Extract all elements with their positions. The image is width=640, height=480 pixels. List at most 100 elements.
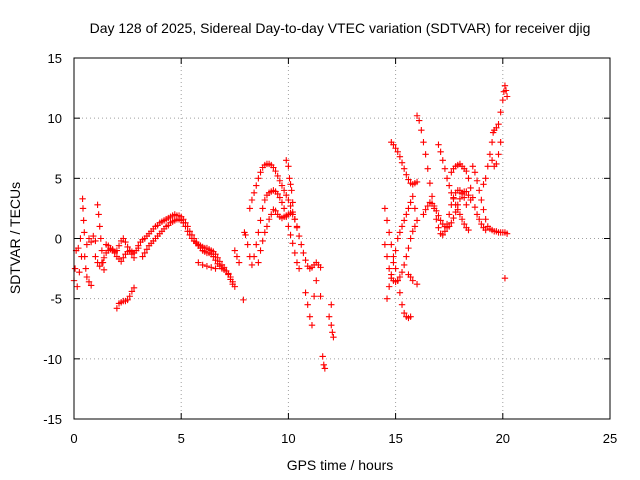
data-point — [396, 153, 404, 160]
data-point — [383, 217, 391, 224]
data-point — [433, 207, 440, 215]
data-point — [117, 258, 125, 265]
data-point — [385, 229, 393, 236]
data-point — [392, 247, 399, 254]
data-point — [394, 235, 401, 242]
data-point — [390, 141, 397, 148]
data-point — [456, 195, 464, 202]
x-tick-label: 0 — [70, 431, 77, 446]
data-point — [448, 219, 455, 227]
data-point — [83, 241, 91, 248]
data-point — [286, 175, 293, 182]
data-point — [289, 199, 296, 206]
data-point — [405, 244, 412, 252]
data-point — [310, 293, 318, 300]
data-point — [212, 265, 219, 272]
data-point — [480, 206, 487, 213]
data-point — [409, 228, 416, 235]
data-point — [435, 141, 442, 148]
data-point — [398, 301, 406, 308]
data-point — [87, 238, 95, 246]
data-point — [450, 195, 457, 202]
data-point — [320, 361, 327, 369]
data-point — [313, 277, 320, 284]
data-point — [328, 321, 335, 329]
data-point — [488, 157, 496, 164]
data-point — [330, 333, 337, 341]
data-point — [208, 264, 215, 271]
data-point — [413, 281, 421, 288]
data-point — [409, 193, 416, 200]
data-point — [407, 235, 414, 242]
axis-ticks: 0 5 10 15 20 25 -15 -10 -5 0 5 10 15 — [43, 51, 617, 446]
data-point — [400, 261, 408, 269]
data-point — [235, 259, 243, 266]
data-point — [265, 216, 273, 223]
data-point — [482, 175, 489, 182]
data-point — [392, 145, 399, 152]
data-point — [268, 211, 275, 218]
data-point — [289, 240, 296, 247]
data-point — [124, 243, 131, 251]
data-point — [126, 293, 133, 300]
data-point — [482, 216, 489, 223]
data-point — [122, 238, 129, 246]
data-point — [274, 190, 281, 198]
data-point — [130, 284, 138, 292]
data-point — [435, 224, 442, 231]
data-point — [287, 181, 294, 188]
data-point — [418, 127, 425, 134]
data-point — [420, 211, 427, 218]
data-point — [502, 87, 510, 94]
data-point — [124, 296, 131, 304]
data-point — [403, 171, 410, 178]
data-point — [396, 289, 404, 296]
data-point — [287, 231, 294, 239]
data-point — [400, 217, 408, 224]
data-point — [383, 253, 391, 260]
x-tick-label: 5 — [178, 431, 185, 446]
data-point — [456, 211, 464, 218]
x-tick-label: 25 — [603, 431, 617, 446]
data-point — [381, 241, 389, 248]
data-point — [465, 191, 472, 199]
data-point — [329, 329, 336, 336]
data-point — [405, 176, 412, 183]
data-point — [278, 199, 286, 206]
data-point — [484, 163, 491, 170]
data-point — [295, 265, 303, 272]
data-point — [471, 204, 479, 211]
data-point — [488, 139, 496, 146]
y-tick-label: -5 — [50, 292, 62, 307]
data-point — [293, 259, 301, 266]
data-point — [467, 184, 474, 192]
data-point — [443, 175, 451, 182]
data-point — [398, 223, 406, 230]
data-point — [424, 202, 431, 210]
data-point — [283, 191, 290, 199]
y-tick-label: 15 — [48, 51, 62, 66]
data-point — [473, 177, 481, 184]
data-point — [285, 163, 292, 170]
data-point — [392, 265, 399, 272]
data-point — [463, 201, 470, 209]
data-point — [276, 194, 284, 201]
data-point — [450, 214, 457, 222]
data-point — [454, 206, 461, 213]
data-point — [461, 220, 468, 228]
data-point — [407, 199, 414, 206]
data-point — [276, 177, 284, 184]
data-point — [390, 259, 397, 266]
x-tick-label: 15 — [388, 431, 402, 446]
data-point — [233, 253, 241, 260]
data-point — [94, 201, 101, 209]
data-point — [220, 264, 228, 271]
x-tick-label: 20 — [496, 431, 510, 446]
data-point — [135, 242, 142, 249]
data-point — [120, 254, 127, 261]
y-axis-label: SDTVAR / TECUs — [7, 182, 23, 294]
data-point — [231, 247, 238, 254]
data-point — [85, 235, 93, 242]
data-point — [74, 283, 81, 290]
data-point — [255, 229, 262, 236]
